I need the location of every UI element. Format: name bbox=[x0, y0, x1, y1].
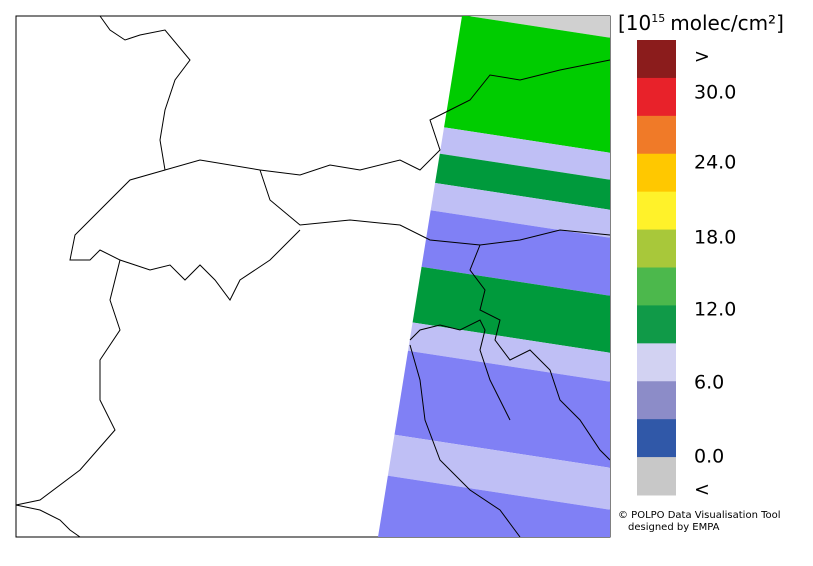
colorbar-label: 12.0 bbox=[694, 299, 736, 321]
color-box bbox=[637, 267, 676, 306]
color-box bbox=[637, 381, 676, 420]
colorbar-label: 6.0 bbox=[694, 372, 724, 394]
title-unit: molec/cm²] bbox=[670, 11, 784, 35]
borders bbox=[15, 15, 611, 538]
colorbar-label: > bbox=[694, 46, 710, 68]
color-box bbox=[637, 305, 676, 344]
colorbar-label: 0.0 bbox=[694, 446, 724, 468]
color-box bbox=[637, 191, 676, 231]
credit-line: designed by EMPA bbox=[628, 522, 720, 533]
color-box bbox=[637, 115, 676, 155]
credit-line: © POLPO Data Visualisation Tool bbox=[618, 510, 781, 521]
color-box bbox=[637, 229, 676, 268]
title-prefix: [10 bbox=[618, 11, 651, 35]
title-exponent: 15 bbox=[651, 12, 665, 25]
colorbar bbox=[637, 40, 676, 496]
color-box bbox=[637, 419, 676, 458]
color-box bbox=[637, 40, 676, 79]
color-box bbox=[637, 343, 676, 382]
colorbar-label: < bbox=[694, 479, 710, 501]
colorbar-label: 24.0 bbox=[694, 152, 736, 174]
colorbar-title: [1015 molec/cm²] bbox=[618, 11, 784, 35]
colorbar-labels: >30.0 24.0 18.0 12.0 6.0 0.0 < bbox=[694, 46, 736, 501]
color-box bbox=[637, 153, 676, 193]
color-box bbox=[637, 457, 676, 496]
color-box bbox=[637, 77, 676, 117]
colorbar-label: 30.0 bbox=[694, 82, 736, 104]
colorbar-label: 18.0 bbox=[694, 227, 736, 249]
